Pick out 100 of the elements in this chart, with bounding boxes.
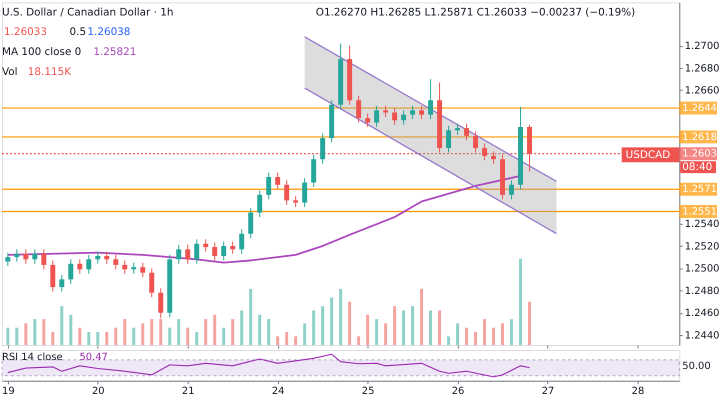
candlestick [302, 178, 308, 208]
annotation: USDCAD [626, 148, 670, 161]
bar [240, 310, 244, 345]
y-tick-label: 1.2520 [684, 241, 720, 252]
bar [285, 332, 288, 345]
candlestick [212, 242, 218, 261]
bar [69, 314, 72, 345]
candlestick [365, 113, 370, 128]
ref-line-label: 1.2644 [682, 103, 717, 114]
y-tick-label: 1.2480 [684, 286, 720, 297]
candlestick [239, 228, 244, 254]
candlestick [14, 248, 20, 262]
bar [33, 319, 36, 345]
bar [15, 328, 18, 345]
candlestick [32, 248, 38, 264]
candlestick [194, 238, 200, 264]
candlestick [419, 105, 424, 120]
bar [366, 314, 370, 345]
candlestick [392, 108, 398, 126]
candlestick [77, 258, 82, 274]
bar [114, 328, 118, 345]
bar [429, 310, 432, 345]
bar [330, 297, 334, 345]
candlestick [356, 95, 362, 124]
bar [312, 310, 316, 345]
bar [78, 328, 82, 345]
bar [474, 332, 478, 345]
y-tick-label: 1.2500 [684, 264, 720, 275]
bar [267, 319, 270, 345]
candlestick [221, 241, 226, 261]
candlestick [230, 241, 236, 254]
ref-line-label: 1.2571 [682, 184, 717, 196]
bar [393, 306, 396, 345]
ref-line-label: 1.2603 [682, 148, 717, 160]
y-tick-label: 1.2680 [684, 63, 720, 74]
bar [465, 328, 468, 345]
candlestick [248, 208, 254, 239]
bar [492, 328, 496, 345]
candlestick [131, 262, 136, 274]
bar [447, 336, 450, 345]
x-tick-label: 24 [272, 386, 284, 398]
bar [195, 332, 198, 345]
bar [456, 323, 460, 345]
bar [213, 314, 216, 345]
text: 08:40 [682, 161, 712, 174]
text: 50.00 [682, 360, 711, 372]
bar [231, 319, 234, 345]
bar [249, 288, 252, 345]
x-tick-label: 19 [2, 386, 15, 398]
bar [528, 302, 532, 345]
x-tick-label: 26 [452, 386, 464, 398]
bar [375, 319, 378, 345]
bar [276, 336, 280, 345]
bar [384, 323, 388, 345]
chart-title: U.S. Dollar / Canadian Dollar · 1h [2, 6, 174, 18]
x-tick-label: 27 [542, 386, 554, 398]
x-tick-label: 21 [182, 386, 195, 398]
bar [96, 332, 100, 345]
bar [339, 288, 342, 345]
candlestick [41, 248, 46, 270]
bar [321, 306, 324, 345]
annotation: MA 100 close 0 [2, 46, 82, 58]
x-tick-label: 20 [92, 386, 105, 398]
candlestick [455, 123, 460, 136]
bar [24, 323, 28, 345]
y-tick-label: 1.2440 [684, 330, 720, 342]
bar [294, 336, 298, 345]
candlestick [140, 262, 146, 278]
candlestick [383, 105, 388, 118]
x-tick-label: 25 [362, 386, 374, 398]
bar [510, 319, 514, 345]
y-tick-label: 1.2540 [684, 219, 720, 230]
candlestick [176, 244, 182, 264]
annotation: 50.47 [79, 352, 108, 363]
bar [186, 328, 190, 345]
candlestick [149, 268, 154, 298]
candlestick [122, 260, 128, 274]
bar [303, 323, 306, 345]
candlestick [401, 110, 406, 126]
bar [177, 319, 180, 345]
chart-title: Vol [2, 66, 18, 78]
bar [168, 328, 172, 345]
candlestick [464, 123, 470, 141]
candlestick [113, 254, 118, 270]
candlestick [428, 78, 434, 120]
annotation: 1.26033 [4, 26, 48, 38]
candlestick [410, 105, 416, 120]
y-tick-label: 1.2460 [684, 308, 720, 320]
ref-line-label: 1.2551 [682, 206, 717, 218]
bar [402, 310, 406, 345]
bar [42, 319, 46, 345]
candlestick [185, 244, 190, 264]
bar [258, 314, 262, 345]
bar [60, 306, 64, 345]
candlestick [446, 125, 452, 154]
chart-title: RSI 14 close [2, 352, 63, 363]
annotation: 1.25821 [93, 46, 136, 58]
x-tick-label: 28 [632, 386, 644, 398]
bar [222, 328, 226, 345]
y-tick-label: 1.2660 [684, 86, 720, 97]
